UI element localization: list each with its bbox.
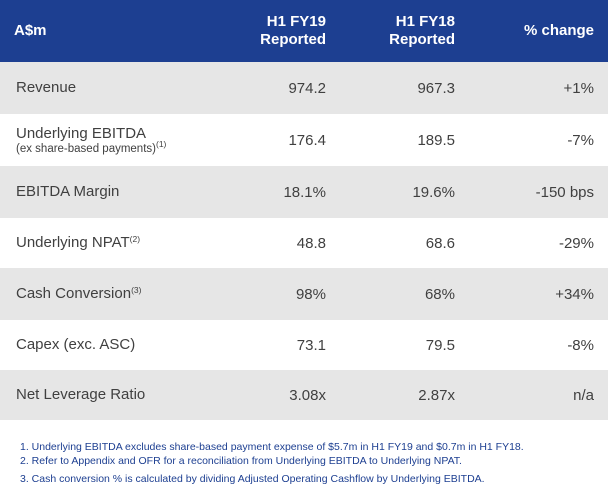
row-fy18-value: 19.6% <box>412 183 455 201</box>
row-label: Capex (exc. ASC) <box>16 336 136 353</box>
row-fy19-value: 73.1 <box>296 336 326 354</box>
header-h1-fy19: H1 FY19 Reported <box>206 0 326 62</box>
row-fy18-value: 68% <box>424 285 455 303</box>
row-change-cell: -7% <box>474 114 594 166</box>
row-change-cell: n/a <box>474 370 594 420</box>
table-row-underlying-ebitda: Underlying EBITDA (ex share-based paymen… <box>0 114 608 166</box>
row-fy19-value: 18.1% <box>283 183 326 201</box>
row-change-cell: -150 bps <box>474 166 594 218</box>
row-change-value: -150 bps <box>535 183 594 201</box>
row-fy19-cell: 176.4 <box>206 114 326 166</box>
row-fy19-value: 974.2 <box>288 79 326 97</box>
footnote-3: 3. Cash conversion % is calculated by di… <box>20 473 485 485</box>
row-fy19-cell: 73.1 <box>206 320 326 370</box>
row-change-cell: +34% <box>474 268 594 320</box>
table-header: A$m H1 FY19 Reported H1 FY18 Reported % … <box>0 0 608 62</box>
row-label: Net Leverage Ratio <box>16 386 146 403</box>
table-row-ebitda-margin: EBITDA Margin 18.1% 19.6% -150 bps <box>0 166 608 218</box>
row-fy19-cell: 18.1% <box>206 166 326 218</box>
row-label: Underlying EBITDA <box>16 124 147 142</box>
footnote-ref: (3) <box>131 285 142 295</box>
row-fy19-value: 98% <box>295 285 326 303</box>
row-label-wrap: Underlying NPAT(2) <box>16 234 140 252</box>
header-percent-change-label: % change <box>523 22 594 39</box>
row-change-value: -8% <box>567 336 594 354</box>
header-h1-fy18-line1: H1 FY18 <box>395 13 455 30</box>
table-row-net-leverage-ratio: Net Leverage Ratio 3.08x 2.87x n/a <box>0 370 608 420</box>
table-row-capex: Capex (exc. ASC) 73.1 79.5 -8% <box>0 320 608 370</box>
header-currency-label: A$m <box>14 22 47 39</box>
header-h1-fy19-line2: Reported <box>260 31 326 48</box>
row-label: Revenue <box>16 79 77 96</box>
row-fy19-value: 176.4 <box>288 131 326 149</box>
row-fy18-value: 79.5 <box>425 336 455 354</box>
row-fy18-value: 967.3 <box>417 79 455 97</box>
row-fy18-value: 2.87x <box>418 386 455 404</box>
footnote-2: 2. Refer to Appendix and OFR for a recon… <box>20 455 462 467</box>
row-change-cell: -29% <box>474 218 594 268</box>
row-change-value: +1% <box>563 79 594 97</box>
footnote-ref: (2) <box>129 234 141 244</box>
row-fy18-value: 189.5 <box>417 131 455 149</box>
row-fy18-cell: 967.3 <box>335 62 455 114</box>
row-label-cell: Cash Conversion(3) <box>16 268 256 320</box>
row-fy18-cell: 79.5 <box>335 320 455 370</box>
row-fy19-cell: 974.2 <box>206 62 326 114</box>
row-fy18-cell: 2.87x <box>335 370 455 420</box>
row-fy18-cell: 19.6% <box>335 166 455 218</box>
row-fy19-value: 48.8 <box>296 234 326 252</box>
row-fy19-cell: 48.8 <box>206 218 326 268</box>
row-label: Underlying NPAT <box>16 234 130 251</box>
row-fy18-cell: 68% <box>335 268 455 320</box>
row-change-value: -7% <box>567 131 594 149</box>
row-fy18-cell: 189.5 <box>335 114 455 166</box>
row-change-value: n/a <box>573 386 594 404</box>
row-label-wrap: Cash Conversion(3) <box>16 285 141 303</box>
row-fy18-value: 68.6 <box>425 234 455 252</box>
row-label-cell: Capex (exc. ASC) <box>16 320 256 370</box>
row-fy19-cell: 98% <box>206 268 326 320</box>
header-h1-fy19-line1: H1 FY19 <box>266 13 326 30</box>
row-label: EBITDA Margin <box>16 183 120 200</box>
row-sublabel-text: (ex share-based payments) <box>16 142 156 155</box>
header-percent-change: % change <box>474 0 594 62</box>
row-change-value: +34% <box>555 285 594 303</box>
row-label-cell: Underlying NPAT(2) <box>16 218 256 268</box>
header-currency: A$m <box>14 0 214 62</box>
table-row-revenue: Revenue 974.2 967.3 +1% <box>0 62 608 114</box>
row-label-cell: Revenue <box>16 62 256 114</box>
row-change-value: -29% <box>558 234 594 252</box>
row-sublabel: (ex share-based payments)(1) <box>16 139 166 156</box>
footnote-ref: (1) <box>155 138 167 149</box>
header-h1-fy18-line2: Reported <box>389 31 455 48</box>
row-label-cell: Net Leverage Ratio <box>16 370 256 420</box>
row-label-cell: EBITDA Margin <box>16 166 256 218</box>
table-row-cash-conversion: Cash Conversion(3) 98% 68% +34% <box>0 268 608 320</box>
table-row-underlying-npat: Underlying NPAT(2) 48.8 68.6 -29% <box>0 218 608 268</box>
row-label-cell: Underlying EBITDA (ex share-based paymen… <box>16 114 256 166</box>
header-h1-fy18: H1 FY18 Reported <box>335 0 455 62</box>
footnote-1: 1. Underlying EBITDA excludes share-base… <box>20 441 524 453</box>
row-fy19-cell: 3.08x <box>206 370 326 420</box>
row-label: Cash Conversion <box>16 285 132 302</box>
footnotes: 1. Underlying EBITDA excludes share-base… <box>20 440 600 486</box>
row-change-cell: +1% <box>474 62 594 114</box>
row-fy19-value: 3.08x <box>289 386 326 404</box>
row-change-cell: -8% <box>474 320 594 370</box>
row-fy18-cell: 68.6 <box>335 218 455 268</box>
